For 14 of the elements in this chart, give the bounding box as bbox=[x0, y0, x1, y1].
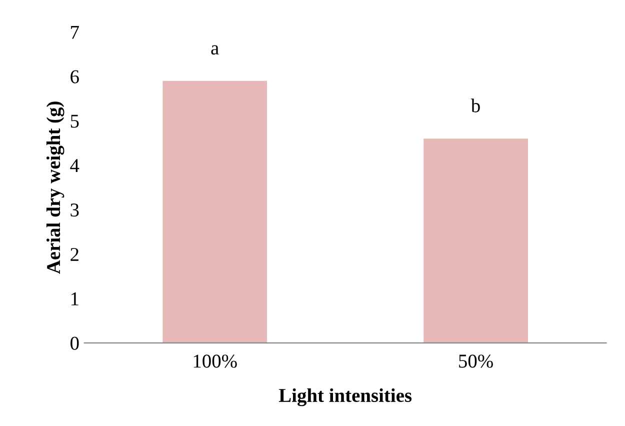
annotation: b bbox=[470, 98, 480, 112]
annotation: a bbox=[211, 45, 219, 55]
x-axis-title: Light intensities bbox=[278, 388, 412, 406]
y-tick-label: 4 bbox=[70, 159, 80, 172]
x-tick-label: 50% bbox=[459, 354, 493, 368]
y-tick-label: 1 bbox=[72, 292, 78, 306]
y-axis-title: Aerial dry weight (g) bbox=[46, 102, 64, 274]
y-tick-label: 0 bbox=[70, 336, 79, 350]
y-tick-label: 2 bbox=[70, 248, 78, 261]
x-tick-label: 100% bbox=[194, 354, 237, 368]
y-tick-label: 5 bbox=[70, 114, 79, 128]
y-tick-label: 3 bbox=[70, 204, 79, 217]
y-tick-label: 6 bbox=[70, 70, 79, 84]
y-tick-label: 7 bbox=[71, 26, 79, 39]
